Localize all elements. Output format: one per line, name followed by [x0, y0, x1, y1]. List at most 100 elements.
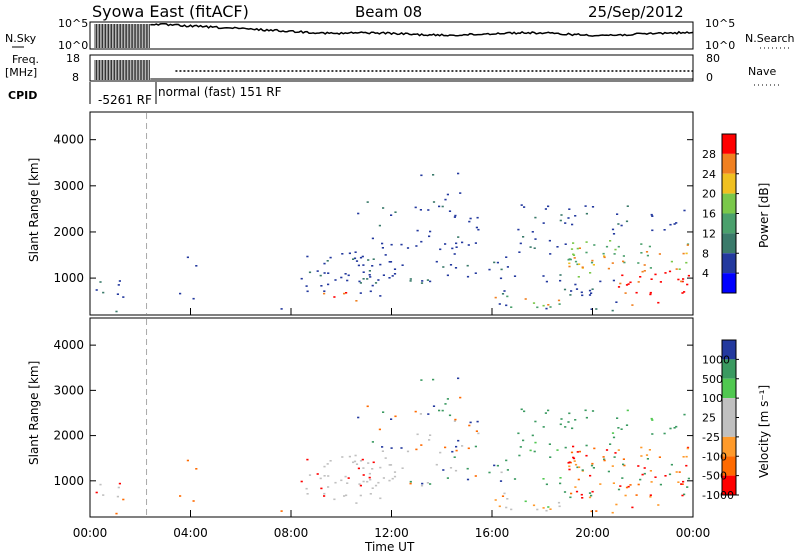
power-cell [414, 206, 417, 209]
velocity-cell [368, 472, 371, 475]
power-cell [578, 247, 581, 249]
power-cell [469, 217, 472, 220]
x-tick-label: 08:00 [274, 526, 309, 540]
velocity-cell [115, 512, 118, 515]
velocity-cell [357, 467, 360, 470]
power-cell [400, 243, 403, 246]
velocity-cell [643, 467, 646, 469]
power-cell [645, 251, 649, 253]
power-cell [355, 260, 359, 262]
velocity-cell [670, 463, 673, 466]
velocity-cell [524, 500, 527, 503]
velocity-cell [590, 494, 593, 497]
velocity-cell [99, 483, 102, 486]
velocity-cell [686, 486, 689, 488]
colorbar-tick-label: 500 [702, 373, 723, 386]
velocity-cell [622, 463, 625, 466]
power-cell [366, 201, 369, 203]
noise-panel-frame [89, 21, 694, 50]
velocity-cell [391, 477, 394, 480]
velocity-cell [381, 450, 384, 452]
velocity-cell [323, 475, 326, 477]
y-tick-label: 4000 [53, 338, 84, 352]
velocity-cell [343, 495, 346, 497]
velocity-cell [367, 462, 370, 464]
power-cell [393, 268, 397, 270]
velocity-cell [453, 456, 456, 458]
power-cell [444, 198, 447, 201]
power-cell [591, 288, 594, 290]
power-cell [517, 228, 520, 231]
velocity-cell [675, 471, 678, 473]
colorbar-segment [722, 173, 736, 194]
power-cell [595, 308, 598, 310]
velocity-cell [432, 405, 436, 407]
power-cell [353, 257, 357, 260]
power-cell [534, 216, 537, 219]
velocity-cell [612, 436, 616, 439]
velocity-cell [668, 473, 672, 476]
colorbar-tick-label: 4 [702, 267, 709, 280]
cpid-segment-2: normal (fast) 151 RF [158, 85, 282, 99]
power-cell [615, 301, 618, 303]
power-cell [454, 214, 457, 217]
power-cell [603, 256, 606, 259]
velocity-cell [505, 506, 508, 509]
date-label: 25/Sep/2012 [588, 3, 684, 21]
velocity-cell [624, 494, 627, 497]
velocity-cell [615, 503, 618, 506]
colorbar-tick-label: 100 [702, 392, 723, 405]
velocity-cell [533, 450, 536, 453]
velocity-cell [455, 445, 458, 448]
power-cell [536, 306, 539, 309]
velocity-cell [372, 461, 375, 464]
power-cell [457, 236, 460, 238]
velocity-cell [611, 511, 614, 514]
velocity-cell [569, 461, 572, 464]
velocity-cell [506, 469, 509, 471]
power-cell [391, 275, 394, 277]
power-cell [457, 172, 460, 175]
velocity-cell [572, 457, 576, 460]
power-cell [329, 256, 332, 259]
velocity-cell [576, 451, 579, 453]
power-cell [420, 282, 424, 284]
power-cell [558, 303, 561, 305]
velocity-cell [362, 480, 365, 483]
power-cell [474, 272, 477, 274]
power-cell [559, 279, 562, 282]
power-cell [572, 254, 576, 256]
power-cell [420, 240, 423, 243]
velocity-cell [639, 478, 642, 481]
velocity-cell [416, 433, 419, 436]
power-cell [621, 274, 624, 277]
power-cell [429, 230, 432, 233]
power-cell [453, 216, 456, 218]
cpid-label: CPID [8, 89, 37, 102]
power-cell [510, 306, 513, 308]
y-tick-label: 2000 [53, 225, 84, 239]
power-cell [401, 264, 404, 266]
power-cell [675, 268, 678, 270]
colorbar-tick-label: -500 [702, 470, 727, 483]
velocity-cell [547, 506, 550, 508]
velocity-cell [415, 448, 418, 451]
velocity-cell [377, 481, 380, 484]
power-cell [195, 265, 198, 267]
velocity-cell [179, 495, 182, 497]
velocity-cell [578, 466, 581, 468]
velocity-cell [323, 495, 326, 497]
velocity-cell [316, 473, 319, 475]
velocity-cell [379, 497, 382, 500]
power-cell [576, 247, 579, 250]
velocity-cell [654, 476, 657, 478]
x-tick-label: 20:00 [575, 526, 610, 540]
power-cell [390, 243, 393, 246]
power-cell [683, 291, 686, 293]
power-cell [593, 244, 596, 246]
colorbar-segment [722, 134, 736, 154]
freq-panel-frame [89, 54, 694, 82]
velocity-cell [617, 449, 620, 451]
power-cell [499, 277, 503, 280]
power-cell [589, 272, 592, 274]
